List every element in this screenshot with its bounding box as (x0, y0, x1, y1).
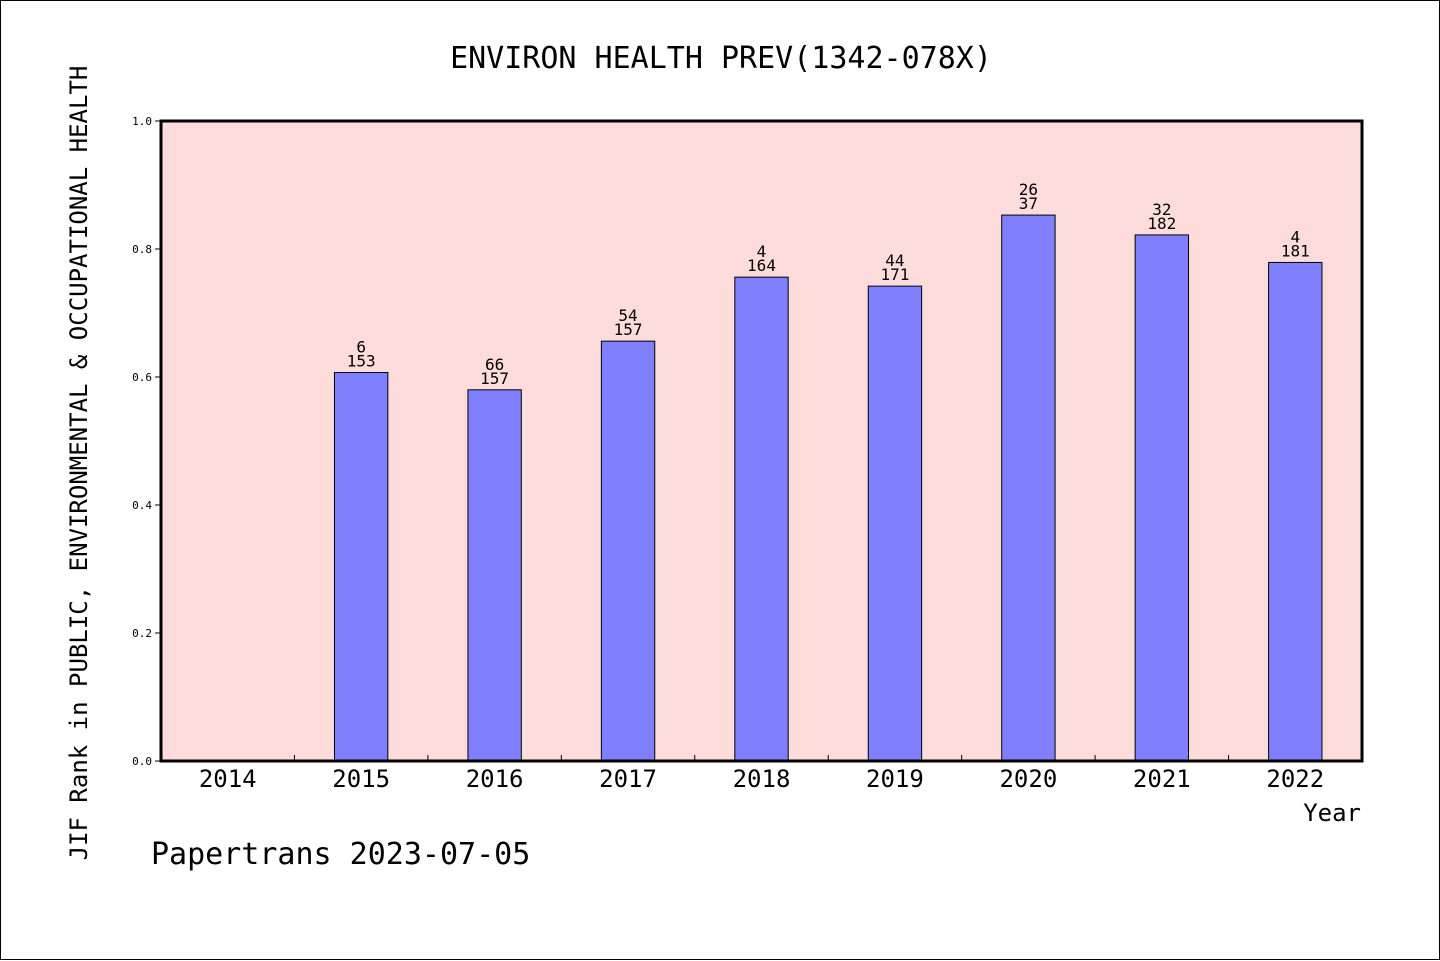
bar-rank-label: 66 (485, 355, 504, 374)
bar-total-label: 171 (880, 265, 909, 284)
bar (1134, 234, 1190, 762)
x-tick-label: 2022 (1266, 765, 1324, 793)
bar-rank-label: 44 (885, 251, 904, 270)
bar (1268, 261, 1323, 762)
y-axis-label: JIF Rank in PUBLIC, ENVIRONMENTAL & OCCU… (65, 66, 93, 861)
x-tick-label: 2020 (999, 765, 1057, 793)
bar-total-label: 164 (747, 256, 776, 275)
bar (734, 276, 789, 762)
x-tick-label: 2016 (466, 765, 524, 793)
x-tick-label: 2015 (332, 765, 390, 793)
bar-total-label: 181 (1281, 241, 1310, 260)
x-tick-label: 2014 (199, 765, 257, 793)
y-tick-label: 1.0 (132, 115, 152, 128)
plot-border (159, 119, 1364, 763)
bar-rank-label: 26 (1019, 180, 1038, 199)
footer-credit: Papertrans 2023-07-05 (151, 837, 530, 872)
bar-rank-label: 4 (757, 242, 767, 261)
bar-rank-label: 4 (1290, 227, 1300, 246)
y-tick-label: 0.4 (132, 499, 152, 512)
bar-total-label: 157 (614, 320, 643, 339)
y-tick-label: 0.0 (132, 755, 152, 768)
bar (1001, 214, 1056, 762)
bar-rank-label: 54 (618, 306, 637, 325)
y-tick-label: 0.8 (132, 243, 152, 256)
bar-total-label: 37 (1019, 194, 1038, 213)
y-tick-label: 0.6 (132, 371, 152, 384)
bar-total-label: 182 (1147, 214, 1176, 233)
bar (867, 285, 923, 762)
bar (467, 389, 522, 762)
y-tick-label: 0.2 (132, 627, 152, 640)
bar-total-label: 153 (347, 352, 376, 371)
x-axis-label: Year (1303, 799, 1361, 827)
x-tick-label: 2017 (599, 765, 657, 793)
x-tick-label: 2018 (733, 765, 791, 793)
bar (333, 372, 389, 762)
bar-rank-label: 6 (356, 338, 366, 357)
bar (600, 340, 656, 762)
chart-title: ENVIRON HEALTH PREV(1342-078X) (450, 41, 992, 76)
bar-rank-label: 32 (1152, 200, 1171, 219)
bar-total-label: 157 (480, 369, 509, 388)
x-tick-label: 2021 (1133, 765, 1191, 793)
x-tick-label: 2019 (866, 765, 924, 793)
